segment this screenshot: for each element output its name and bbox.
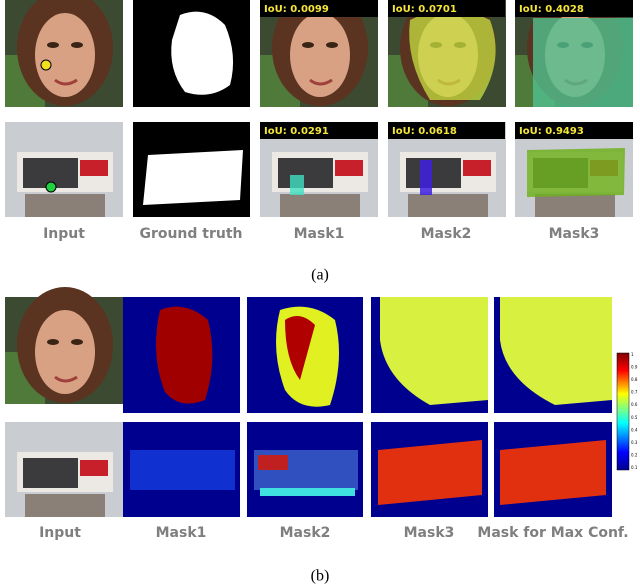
- input-image: [3, 0, 125, 109]
- iou-box: [260, 122, 378, 139]
- iou-label: IoU: 0.9493: [519, 126, 584, 137]
- column-label: Input: [43, 226, 85, 242]
- column-label: Mask for Max Conf.: [477, 525, 628, 541]
- input-image: [5, 122, 123, 217]
- iou-label: IoU: 0.0701: [392, 4, 457, 15]
- heatmap-region: [378, 440, 482, 505]
- column-label: Mask2: [280, 525, 331, 541]
- heatmap-region: [260, 488, 355, 496]
- input-image: [3, 285, 125, 406]
- gt-mask: [143, 150, 243, 205]
- heatmap-region: [500, 297, 612, 405]
- iou-label: IoU: 0.0291: [264, 126, 329, 137]
- mask2-overlay: [420, 160, 432, 195]
- mask3-overlay: [533, 18, 633, 107]
- colorbar-label: 1: [631, 352, 634, 357]
- iou-box: [515, 122, 633, 139]
- column-label: Mask2: [421, 226, 472, 242]
- mask1-overlay: [290, 175, 304, 195]
- heatmap-region: [380, 297, 488, 405]
- heatmap-region: [500, 440, 606, 505]
- heatmap-region: [156, 306, 213, 404]
- colorbar-label: 0.2: [631, 452, 638, 457]
- heatmap-region: [258, 455, 288, 470]
- column-label: Input: [39, 525, 81, 541]
- iou-box: [515, 0, 633, 17]
- caption: (a): [311, 267, 329, 284]
- iou-label: IoU: 0.0618: [392, 126, 457, 137]
- column-label: Mask3: [549, 226, 600, 242]
- iou-label: IoU: 0.0099: [264, 4, 329, 15]
- colorbar: [616, 352, 630, 471]
- colorbar-label: 0.3: [631, 440, 638, 445]
- mask3-overlay: [527, 148, 625, 197]
- caption: (b): [311, 568, 330, 585]
- iou-box: [388, 122, 505, 139]
- colorbar-label: 0.5: [631, 415, 638, 420]
- column-label: Mask3: [404, 525, 455, 541]
- iou-box: [388, 0, 505, 17]
- iou-label: IoU: 0.4028: [519, 4, 584, 15]
- gt-mask: [171, 11, 234, 95]
- colorbar-label: 0.1: [631, 465, 638, 470]
- input-image: [5, 422, 123, 517]
- heatmap-region: [130, 450, 235, 490]
- click-point: [45, 181, 57, 193]
- colorbar-label: 0.4: [631, 427, 638, 432]
- heatmap-region: [285, 316, 315, 380]
- column-label: Ground truth: [139, 226, 242, 242]
- colorbar-labels: 1 0.9 0.8 0.7 0.6 0.5 0.4 0.3 0.2 0.1: [631, 352, 638, 470]
- column-label: Mask1: [294, 226, 345, 242]
- iou-box: [260, 0, 378, 17]
- colorbar-label: 0.7: [631, 390, 638, 395]
- column-label: Mask1: [156, 525, 207, 541]
- colorbar-label: 0.6: [631, 402, 638, 407]
- mask2-overlay: [409, 10, 496, 100]
- colorbar-label: 0.9: [631, 365, 638, 370]
- click-point: [40, 59, 52, 71]
- colorbar-label: 0.8: [631, 377, 638, 382]
